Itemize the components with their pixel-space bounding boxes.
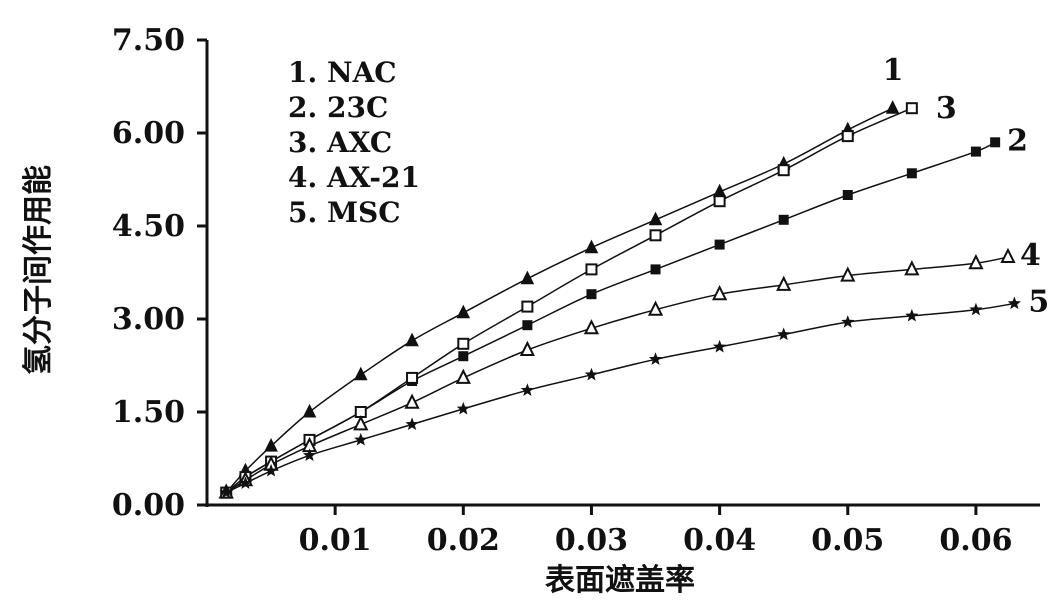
series-3-point (585, 263, 598, 276)
series-4-point (647, 300, 664, 316)
y-tick-label: 0.00 (112, 488, 185, 523)
series-4-point (583, 319, 600, 335)
series-3-point (457, 337, 470, 350)
series-5-point (905, 308, 919, 322)
series-3-point (905, 102, 918, 115)
series-4-point (711, 284, 728, 301)
series-3-point (649, 229, 662, 242)
series-2-point (990, 137, 1001, 148)
legend-entry: 2. 23C (288, 91, 388, 124)
series-5-line (225, 302, 1015, 494)
series-5-point (969, 302, 983, 316)
series-5-point (456, 401, 470, 415)
y-tick-label: 7.50 (112, 23, 185, 58)
series-2-point (778, 214, 789, 225)
x-tick-label: 0.03 (555, 523, 628, 558)
series-3-point (841, 130, 854, 143)
series-2-line (225, 141, 996, 494)
legend-entry: 1. NAC (288, 56, 397, 89)
series-layer: 1 2 3 4 5 (218, 53, 1049, 499)
series-5-point (520, 383, 535, 396)
series-3-point (777, 164, 790, 177)
series-3-point (406, 371, 419, 384)
series-3-point (713, 195, 726, 208)
series-5-point (712, 339, 727, 353)
series-4-point (353, 415, 369, 431)
series-1-point (405, 332, 419, 347)
series-5-point (238, 476, 253, 489)
series-1-point (885, 100, 900, 114)
y-axis-title: 氢分子间作用能 (21, 165, 56, 375)
y-tick-label: 1.50 (112, 395, 185, 430)
series-5-point (584, 367, 599, 381)
series-5-point (1007, 296, 1022, 310)
series-1-point (520, 270, 535, 285)
series-1-point (584, 239, 599, 254)
series-4-point (776, 275, 792, 291)
x-tick-label: 0.01 (299, 523, 372, 558)
series-4-point (1000, 247, 1016, 263)
series-2-end-label: 2 (1007, 123, 1028, 158)
series-5-point (264, 463, 278, 477)
series-1-point (302, 403, 317, 418)
y-tick-label: 3.00 (112, 302, 185, 337)
series-2-point (970, 146, 981, 157)
series-1-end-label: 1 (883, 53, 904, 88)
legend-entry: 3. AXC (288, 126, 392, 159)
series-4-point (968, 253, 984, 270)
y-tick-label: 6.00 (112, 116, 185, 151)
series-4-point (404, 393, 420, 409)
series-1-point (353, 366, 368, 381)
series-4-point (840, 266, 856, 282)
series-5-point (777, 327, 791, 341)
series-2-point (522, 320, 533, 331)
series-1-point (456, 304, 471, 319)
legend-entry: 4. AX-21 (288, 161, 420, 194)
x-tick-label: 0.04 (683, 523, 756, 558)
series-5-point (354, 432, 368, 446)
x-tick-label: 0.05 (811, 523, 884, 558)
y-tick-label: 4.50 (112, 209, 185, 244)
x-axis-title: 表面遮盖率 (545, 563, 695, 598)
series-4-point (455, 368, 471, 384)
legend-entry: 5. MSC (288, 196, 400, 229)
x-tick-label: 0.06 (939, 523, 1012, 558)
series-3-end-label: 3 (936, 91, 957, 126)
series-4: 4 (218, 238, 1041, 499)
series-1-point (264, 437, 278, 452)
series-5-point (219, 485, 233, 499)
series-2-point (714, 239, 725, 250)
series-3-point (521, 300, 534, 313)
axes: 0.00 1.50 3.00 4.50 6.00 7.50 0.01 0.02 0.03 0.04… (112, 23, 1040, 558)
series-5-point (648, 352, 663, 365)
series-2-point (906, 168, 917, 179)
series-1-point (648, 211, 663, 226)
series-5: 5 (219, 285, 1049, 499)
series-4-point (519, 340, 536, 356)
series-2-point (458, 351, 469, 362)
series-5-point (405, 417, 419, 431)
x-tick-label: 0.02 (427, 523, 500, 558)
series-4-line (225, 256, 1009, 494)
series-5-end-label: 5 (1028, 285, 1049, 320)
series-5-point (841, 315, 855, 328)
series-2-point (586, 289, 597, 300)
series-4-point (904, 260, 920, 276)
series-2-point (842, 190, 853, 200)
series-2-point (650, 264, 661, 275)
series-5-point (302, 448, 317, 462)
series-4-end-label: 4 (1020, 238, 1041, 273)
